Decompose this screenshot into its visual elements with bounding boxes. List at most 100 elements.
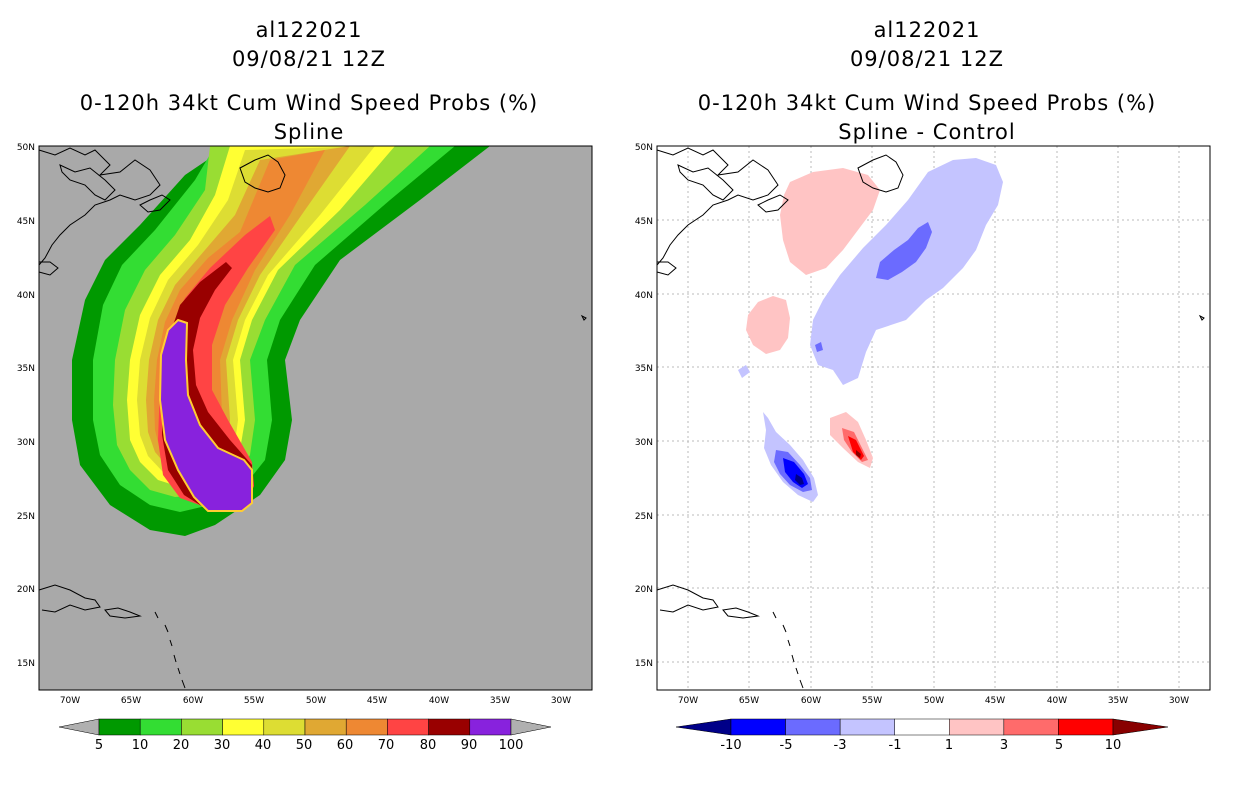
lat-label: 15N — [17, 659, 35, 669]
coastline-newfoundland — [239, 154, 286, 193]
colorbar-label: 20 — [173, 738, 190, 753]
product-title: 0-120h 34kt Cum Wind Speed Probs (%) — [79, 91, 539, 115]
forecast-time-title: 09/08/21 12Z — [231, 47, 387, 71]
colorbar-label: -3 — [834, 738, 847, 753]
coastline-outlines — [656, 147, 1205, 689]
coastline-antilles — [772, 611, 804, 689]
colorbar-swatch — [949, 718, 1005, 736]
product-title: 0-120h 34kt Cum Wind Speed Probs (%) — [697, 91, 1157, 115]
lon-label: 40W — [1047, 696, 1067, 706]
lat-label: 40N — [635, 291, 653, 301]
lon-label: 55W — [244, 696, 264, 706]
coastline-puerto-rico — [104, 607, 142, 619]
coastline-maritimes — [677, 164, 734, 201]
lon-label: 55W — [862, 696, 882, 706]
colorbar-swatch — [98, 718, 141, 736]
probability-contours — [72, 146, 490, 536]
colorbar-label: 40 — [255, 738, 272, 753]
diff-neg-3-5-small — [815, 342, 823, 352]
coastline-outlines — [38, 147, 587, 689]
lat-label: 15N — [635, 659, 653, 669]
colorbar-end-triangle — [675, 718, 732, 736]
colorbar-swatch — [1003, 718, 1059, 736]
colorbar-end-triangle — [1112, 718, 1169, 736]
colorbar-swatch — [222, 718, 265, 736]
lat-label: 20N — [17, 585, 35, 595]
colorbar-swatch — [428, 718, 471, 736]
colorbar-swatch — [387, 718, 429, 736]
latitude-axis: 50N 45N 40N 35N 30N 25N 20N 15N — [17, 143, 35, 669]
coastline-maritimes — [59, 164, 116, 201]
colorbar-label: 5 — [95, 738, 103, 753]
longitude-axis: 70W 65W 60W 55W 50W 45W 40W 35W 30W — [60, 696, 571, 706]
lat-label: 45N — [635, 217, 653, 227]
lat-label: 35N — [17, 364, 35, 374]
diff-neg-3-5-band — [876, 222, 932, 280]
lon-label: 45W — [985, 696, 1005, 706]
colorbar-swatch — [785, 718, 841, 736]
lat-label: 50N — [635, 143, 653, 153]
colorbar-swatch — [139, 718, 182, 736]
colorbar-label: 60 — [337, 738, 354, 753]
lon-label: 35W — [490, 696, 510, 706]
coastline-hispaniola — [38, 584, 101, 613]
colorbar-swatch — [730, 718, 786, 736]
map-frame — [656, 145, 1211, 691]
method-title: Spline - Control — [838, 120, 1016, 144]
colorbar-label: 80 — [420, 738, 437, 753]
diff-neg-small — [738, 365, 750, 378]
colorbar-label: -1 — [889, 738, 902, 753]
colorbar-end-triangle — [58, 718, 100, 736]
colorbar-label: 50 — [296, 738, 313, 753]
colorbar-right-labels: -10 -5 -3 -1 1 3 5 10 — [720, 738, 1121, 753]
colorbar-swatch — [1058, 718, 1114, 736]
colorbar-swatch — [181, 718, 223, 736]
colorbar-label: 3 — [1000, 738, 1008, 753]
diff-neg-south-peak — [795, 474, 804, 485]
colorbar-label: -5 — [780, 738, 793, 753]
colorbar-swatch — [304, 718, 347, 736]
storm-id-title: al122021 — [255, 18, 363, 42]
colorbar-label: 90 — [461, 738, 478, 753]
lat-label: 25N — [17, 512, 35, 522]
colorbar-left — [58, 718, 552, 736]
latitude-axis: 50N 45N 40N 35N 30N 25N 20N 15N — [635, 143, 653, 669]
colorbar-label: 10 — [132, 738, 149, 753]
lon-label: 50W — [306, 696, 326, 706]
coastline-cape-cod — [656, 261, 677, 276]
colorbar-swatch — [345, 718, 388, 736]
lat-label: 30N — [17, 438, 35, 448]
coastline-bermuda — [580, 314, 587, 321]
coastline-puerto-rico — [722, 607, 760, 619]
forecast-time-title: 09/08/21 12Z — [849, 47, 1005, 71]
coastline-cape-cod — [38, 261, 59, 276]
coastline-north-america — [656, 147, 779, 266]
lon-label: 65W — [739, 696, 759, 706]
colorbar-label: -10 — [720, 738, 741, 753]
lon-label: 60W — [183, 696, 203, 706]
coastline-bermuda — [1198, 314, 1205, 321]
coastline-nova-scotia — [757, 194, 789, 213]
colorbar-label: 1 — [945, 738, 953, 753]
contour-90-100 — [158, 318, 253, 512]
coastline-hispaniola — [656, 584, 719, 613]
lat-label: 25N — [635, 512, 653, 522]
right-map-svg: 50N 45N 40N 35N 30N 25N 20N 15N 70W 65W … — [635, 143, 1211, 753]
diff-pos-south-peak — [856, 450, 861, 458]
diff-pos-west — [746, 296, 790, 354]
panel-cumulative-probs: al122021 09/08/21 12Z 0-120h 34kt Cum Wi… — [17, 18, 593, 753]
coastline-nova-scotia — [139, 194, 171, 213]
lat-label: 30N — [635, 438, 653, 448]
colorbar-swatch — [839, 718, 895, 736]
colorbar-end-triangle — [510, 718, 552, 736]
lon-label: 35W — [1108, 696, 1128, 706]
coastline-antilles — [154, 611, 186, 689]
lat-label: 45N — [17, 217, 35, 227]
coastline-newfoundland — [857, 154, 904, 193]
panel-difference: al122021 09/08/21 12Z 0-120h 34kt Cum Wi… — [618, 0, 1236, 800]
colorbar-label: 5 — [1055, 738, 1063, 753]
lon-label: 45W — [367, 696, 387, 706]
longitude-axis: 70W 65W 60W 55W 50W 45W 40W 35W 30W — [678, 696, 1189, 706]
lon-label: 50W — [924, 696, 944, 706]
colorbar-label: 30 — [214, 738, 231, 753]
